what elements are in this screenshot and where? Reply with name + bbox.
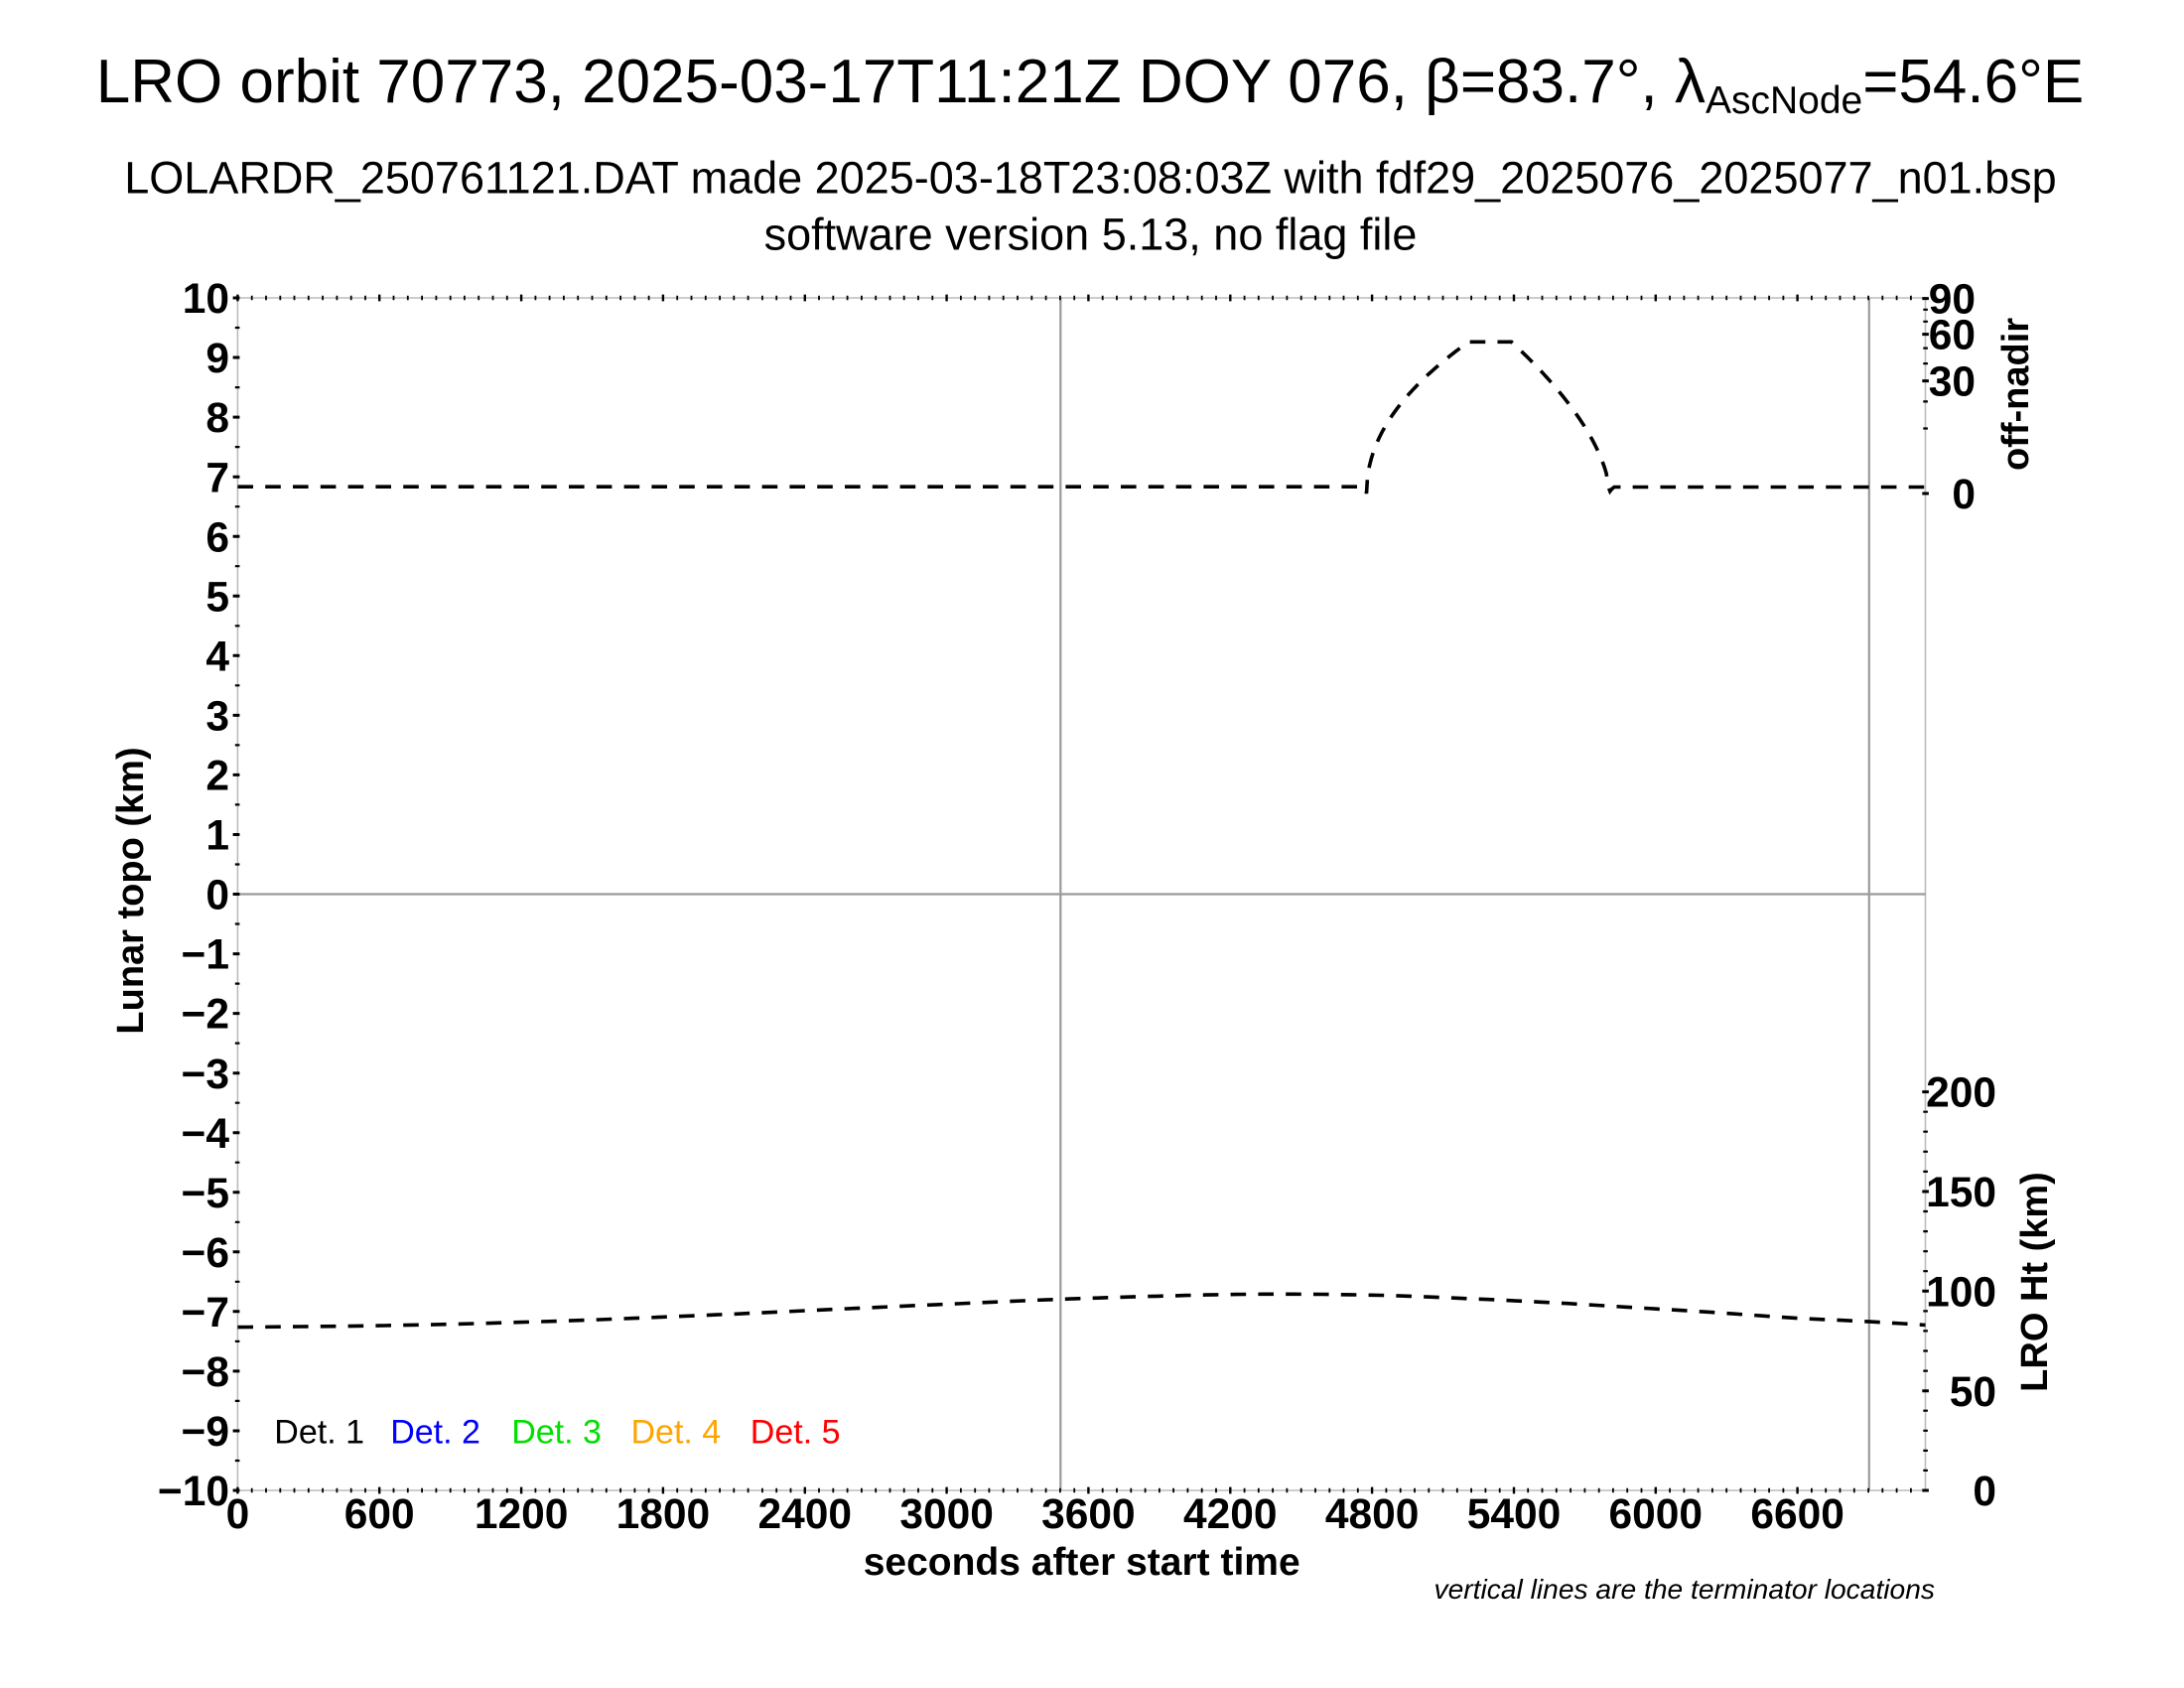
svg-text:1200: 1200: [475, 1491, 569, 1538]
svg-text:2400: 2400: [758, 1491, 853, 1538]
svg-text:−6: −6: [182, 1230, 229, 1277]
svg-text:Det. 4: Det. 4: [631, 1414, 722, 1452]
svg-text:10: 10: [183, 276, 229, 323]
svg-text:LRO orbit 70773, 2025-03-17T11: LRO orbit 70773, 2025-03-17T11:21Z DOY 0…: [96, 48, 2084, 122]
svg-text:−10: −10: [158, 1469, 229, 1515]
svg-text:LRO Ht (km): LRO Ht (km): [2014, 1172, 2056, 1392]
svg-text:−2: −2: [182, 992, 229, 1039]
svg-text:100: 100: [1926, 1269, 1996, 1316]
svg-text:−9: −9: [182, 1409, 229, 1456]
svg-text:6000: 6000: [1609, 1491, 1704, 1538]
svg-text:Det. 2: Det. 2: [390, 1414, 480, 1452]
svg-text:2: 2: [205, 754, 229, 800]
svg-text:Lunar topo (km): Lunar topo (km): [110, 747, 152, 1034]
svg-text:4200: 4200: [1183, 1491, 1278, 1538]
svg-text:3600: 3600: [1041, 1491, 1136, 1538]
svg-text:0: 0: [1952, 472, 1976, 518]
svg-text:7: 7: [205, 455, 229, 501]
svg-text:−1: −1: [182, 932, 229, 979]
svg-text:software version 5.13, no flag: software version 5.13, no flag file: [764, 210, 1418, 260]
svg-text:LOLARDR_250761121.DAT made 202: LOLARDR_250761121.DAT made 2025-03-18T23…: [124, 153, 2056, 204]
svg-text:0: 0: [1973, 1469, 1996, 1515]
svg-text:off-nadir: off-nadir: [1995, 318, 2037, 471]
svg-text:8: 8: [205, 395, 229, 442]
svg-text:−3: −3: [182, 1052, 229, 1098]
svg-text:30: 30: [1929, 359, 1976, 406]
svg-text:60: 60: [1929, 313, 1976, 359]
svg-text:−7: −7: [182, 1290, 229, 1336]
svg-text:50: 50: [1950, 1369, 1996, 1416]
svg-text:6600: 6600: [1750, 1491, 1844, 1538]
svg-text:−4: −4: [182, 1111, 230, 1158]
svg-text:5400: 5400: [1467, 1491, 1562, 1538]
svg-text:3: 3: [205, 694, 229, 741]
svg-text:150: 150: [1926, 1170, 1996, 1216]
svg-text:9: 9: [205, 336, 229, 382]
svg-text:200: 200: [1926, 1070, 1996, 1117]
svg-text:600: 600: [344, 1491, 415, 1538]
svg-text:−5: −5: [182, 1171, 229, 1217]
svg-text:6: 6: [205, 514, 229, 561]
svg-text:5: 5: [205, 574, 229, 621]
svg-text:4800: 4800: [1325, 1491, 1420, 1538]
svg-text:seconds after start time: seconds after start time: [864, 1541, 1300, 1584]
svg-text:−8: −8: [182, 1349, 229, 1396]
svg-text:4: 4: [205, 633, 229, 680]
svg-text:0: 0: [205, 873, 229, 919]
svg-text:Det. 3: Det. 3: [511, 1414, 602, 1452]
svg-text:Det. 1: Det. 1: [274, 1414, 364, 1452]
svg-text:1: 1: [205, 813, 229, 860]
svg-text:90: 90: [1929, 277, 1976, 324]
svg-text:1800: 1800: [616, 1491, 711, 1538]
svg-text:vertical lines are the termina: vertical lines are the terminator locati…: [1434, 1573, 1935, 1605]
svg-text:3000: 3000: [899, 1491, 994, 1538]
svg-text:Det. 5: Det. 5: [751, 1414, 841, 1452]
svg-text:0: 0: [226, 1491, 250, 1538]
